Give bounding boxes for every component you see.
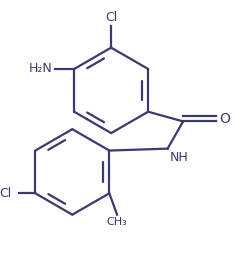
Text: Cl: Cl <box>0 187 12 200</box>
Text: CH₃: CH₃ <box>107 217 128 227</box>
Text: O: O <box>219 112 230 126</box>
Text: H₂N: H₂N <box>29 62 53 75</box>
Text: NH: NH <box>170 151 188 164</box>
Text: Cl: Cl <box>105 11 117 24</box>
